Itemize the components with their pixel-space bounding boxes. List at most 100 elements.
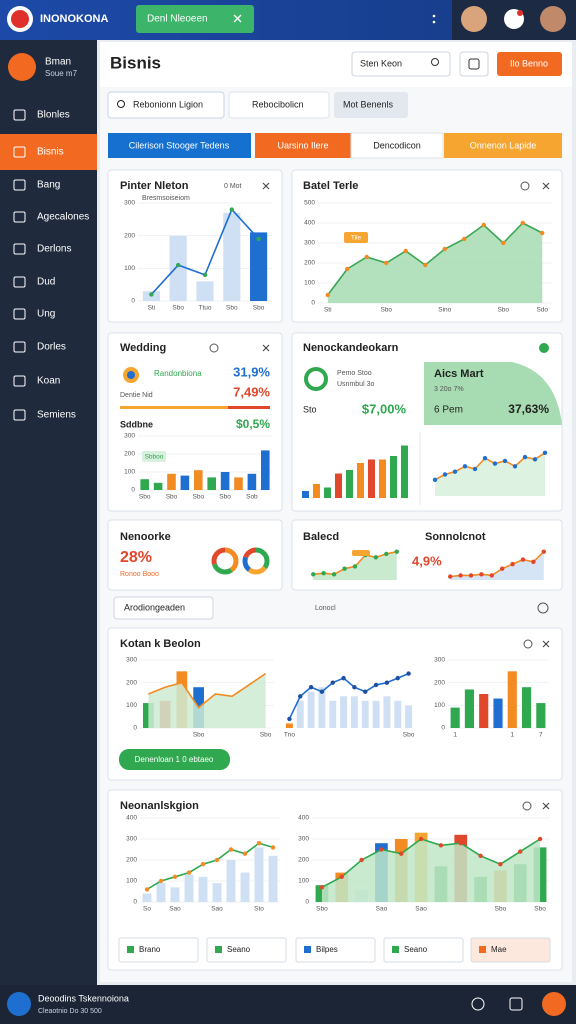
x-tick-label: Sob bbox=[246, 494, 258, 501]
marker bbox=[172, 874, 178, 879]
footer-icon[interactable] bbox=[509, 997, 523, 1011]
menu-item[interactable]: Dorles bbox=[37, 342, 66, 353]
bar bbox=[240, 872, 250, 902]
progress bbox=[228, 406, 270, 409]
y-tick-label: 100 bbox=[298, 878, 309, 885]
menu-item[interactable]: Agecalones bbox=[37, 212, 89, 223]
y-tick-label: 100 bbox=[126, 878, 137, 885]
y-tick-label: 200 bbox=[304, 260, 315, 267]
marker bbox=[406, 671, 411, 676]
filter[interactable] bbox=[444, 133, 562, 158]
marker bbox=[542, 450, 548, 455]
menu-item[interactable]: Blonles bbox=[37, 110, 70, 121]
card-icon[interactable] bbox=[209, 343, 219, 353]
marker bbox=[432, 477, 438, 482]
filter[interactable] bbox=[255, 133, 351, 158]
region-button[interactable] bbox=[206, 937, 287, 963]
bar bbox=[153, 482, 163, 490]
marker bbox=[458, 573, 463, 578]
bar bbox=[323, 487, 332, 498]
menu-icon[interactable] bbox=[13, 276, 26, 288]
region-button[interactable] bbox=[383, 937, 464, 963]
marker bbox=[522, 454, 528, 460]
toolbar-button[interactable] bbox=[113, 596, 214, 620]
card-icon[interactable] bbox=[522, 801, 532, 811]
menu-dot[interactable] bbox=[432, 14, 436, 18]
close-icon[interactable] bbox=[262, 182, 270, 190]
region-button[interactable] bbox=[470, 937, 551, 963]
footer-icon[interactable] bbox=[471, 997, 485, 1011]
marker bbox=[342, 566, 347, 571]
card-icon[interactable] bbox=[520, 181, 530, 191]
menu-item[interactable]: Bisnis bbox=[37, 147, 64, 158]
menu-icon[interactable] bbox=[13, 109, 26, 121]
green-button[interactable] bbox=[119, 749, 230, 770]
tab[interactable] bbox=[107, 91, 225, 119]
y-tick-label: 0 bbox=[311, 300, 315, 307]
region-button-text: Brano bbox=[139, 945, 161, 954]
menu-icon[interactable] bbox=[13, 308, 26, 320]
avatar[interactable] bbox=[461, 6, 487, 32]
chart-title: Balecd bbox=[303, 531, 339, 543]
menu-item[interactable]: Ung bbox=[37, 309, 55, 320]
notice-close[interactable] bbox=[233, 14, 242, 23]
y-tick-label: 100 bbox=[304, 280, 315, 287]
marker bbox=[395, 675, 400, 681]
marker bbox=[330, 680, 335, 685]
x-tick-label: Sbo bbox=[253, 305, 265, 312]
notify-dot bbox=[517, 10, 523, 16]
bar bbox=[184, 874, 194, 902]
menu-item[interactable]: Derlons bbox=[37, 244, 71, 255]
close-icon[interactable] bbox=[542, 802, 550, 810]
marker bbox=[482, 456, 488, 461]
close-icon[interactable] bbox=[542, 640, 550, 648]
close-icon[interactable] bbox=[262, 344, 270, 352]
bar bbox=[223, 212, 241, 301]
progress bbox=[120, 406, 228, 409]
marker bbox=[242, 851, 248, 856]
marker bbox=[462, 464, 468, 469]
menu-item[interactable]: Bang bbox=[37, 180, 60, 191]
icon-button[interactable] bbox=[459, 51, 489, 77]
bar bbox=[356, 463, 365, 498]
menu-item[interactable]: Semiens bbox=[37, 410, 76, 421]
action-button[interactable] bbox=[497, 52, 562, 76]
card-title: Kotan k Beolon bbox=[120, 638, 201, 650]
filter[interactable] bbox=[350, 132, 444, 159]
footer-action[interactable] bbox=[542, 992, 566, 1016]
card-icon[interactable] bbox=[523, 639, 533, 649]
menu-icon[interactable] bbox=[13, 341, 26, 353]
y-tick-label: 100 bbox=[126, 702, 137, 709]
region-button[interactable] bbox=[118, 937, 199, 963]
filter[interactable] bbox=[108, 133, 251, 158]
menu-icon[interactable] bbox=[13, 243, 26, 255]
menu-item[interactable]: Koan bbox=[37, 376, 60, 387]
menu-icon[interactable] bbox=[13, 375, 26, 387]
region-button[interactable] bbox=[295, 937, 376, 963]
card-title: Nenockandeokarn bbox=[303, 342, 399, 354]
menu-icon[interactable] bbox=[13, 211, 26, 223]
menu-item[interactable]: Dud bbox=[37, 277, 55, 288]
avatar[interactable] bbox=[540, 6, 566, 32]
bar bbox=[307, 691, 315, 728]
menu-dot[interactable] bbox=[432, 20, 436, 24]
marker bbox=[149, 292, 154, 297]
marker bbox=[256, 236, 261, 242]
menu-icon[interactable] bbox=[13, 179, 26, 191]
close-icon[interactable] bbox=[542, 182, 550, 190]
bar bbox=[522, 687, 532, 728]
toolbar-icon[interactable] bbox=[537, 602, 549, 614]
menu-icon[interactable] bbox=[13, 409, 26, 421]
menu-icon[interactable] bbox=[13, 146, 26, 158]
tab[interactable] bbox=[334, 92, 408, 118]
y-tick-label: 0 bbox=[133, 899, 137, 906]
tab[interactable] bbox=[228, 91, 330, 119]
x-tick-label: Sbo bbox=[534, 906, 546, 913]
marker bbox=[373, 682, 379, 688]
notice[interactable] bbox=[136, 5, 254, 33]
tab-text: Mot Benenls bbox=[343, 99, 394, 109]
bar bbox=[169, 235, 187, 301]
footer-logo bbox=[7, 992, 31, 1016]
search[interactable] bbox=[351, 51, 451, 77]
marker bbox=[384, 551, 389, 557]
